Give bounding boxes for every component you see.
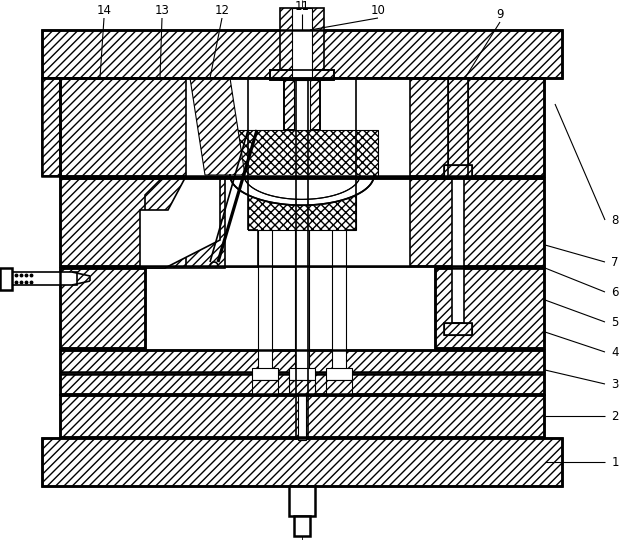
Bar — [60, 78, 544, 176]
Text: 14: 14 — [96, 3, 111, 17]
Bar — [289, 380, 315, 394]
Text: 4: 4 — [611, 346, 619, 359]
Bar — [435, 268, 544, 348]
Bar — [294, 516, 310, 536]
Polygon shape — [230, 175, 374, 205]
Text: 5: 5 — [611, 315, 619, 328]
Bar — [289, 486, 315, 516]
Bar — [270, 70, 334, 80]
Bar — [60, 268, 145, 348]
Bar — [0, 268, 12, 290]
Bar — [186, 78, 410, 178]
Bar — [42, 30, 562, 78]
Bar — [60, 350, 544, 372]
Text: 12: 12 — [214, 3, 230, 17]
Text: 3: 3 — [611, 377, 619, 390]
Bar — [60, 178, 544, 266]
Bar — [444, 165, 472, 178]
Text: 2: 2 — [611, 409, 619, 422]
Bar — [292, 8, 312, 80]
Bar — [448, 78, 468, 178]
Polygon shape — [190, 78, 245, 175]
Bar — [5, 272, 77, 285]
Text: 1: 1 — [611, 456, 619, 469]
Bar — [42, 78, 60, 176]
Text: 13: 13 — [155, 3, 169, 17]
Text: 11: 11 — [294, 0, 309, 12]
Bar — [252, 368, 278, 380]
Polygon shape — [145, 178, 225, 268]
Bar — [448, 78, 468, 178]
Bar — [444, 323, 472, 335]
Bar — [60, 374, 544, 394]
Bar — [60, 350, 544, 394]
Bar — [248, 178, 356, 230]
Bar — [284, 80, 320, 130]
Text: 9: 9 — [496, 8, 504, 21]
Bar — [298, 395, 306, 440]
Text: 6: 6 — [611, 286, 619, 299]
Bar — [284, 80, 320, 130]
Text: 10: 10 — [370, 3, 386, 17]
Bar — [60, 178, 544, 266]
Polygon shape — [140, 178, 220, 268]
Bar — [230, 130, 378, 178]
Bar — [444, 323, 472, 335]
Bar — [252, 380, 278, 394]
Bar — [42, 78, 60, 176]
Bar — [270, 70, 334, 80]
Bar — [258, 230, 272, 372]
Text: 7: 7 — [611, 255, 619, 268]
Bar — [289, 368, 315, 380]
Bar — [295, 230, 309, 372]
Bar — [435, 268, 544, 348]
Bar — [332, 230, 346, 372]
Bar — [444, 165, 472, 178]
Bar — [294, 80, 310, 130]
Bar — [42, 438, 562, 486]
Bar — [60, 78, 544, 176]
Bar — [60, 395, 544, 437]
Bar — [326, 380, 352, 394]
Bar — [452, 178, 464, 323]
Text: 8: 8 — [611, 213, 619, 226]
Bar — [42, 438, 562, 486]
Bar — [60, 268, 145, 348]
Bar — [60, 395, 544, 437]
Bar — [42, 30, 562, 78]
Bar — [186, 178, 410, 266]
Bar — [280, 8, 324, 80]
Bar — [326, 368, 352, 380]
